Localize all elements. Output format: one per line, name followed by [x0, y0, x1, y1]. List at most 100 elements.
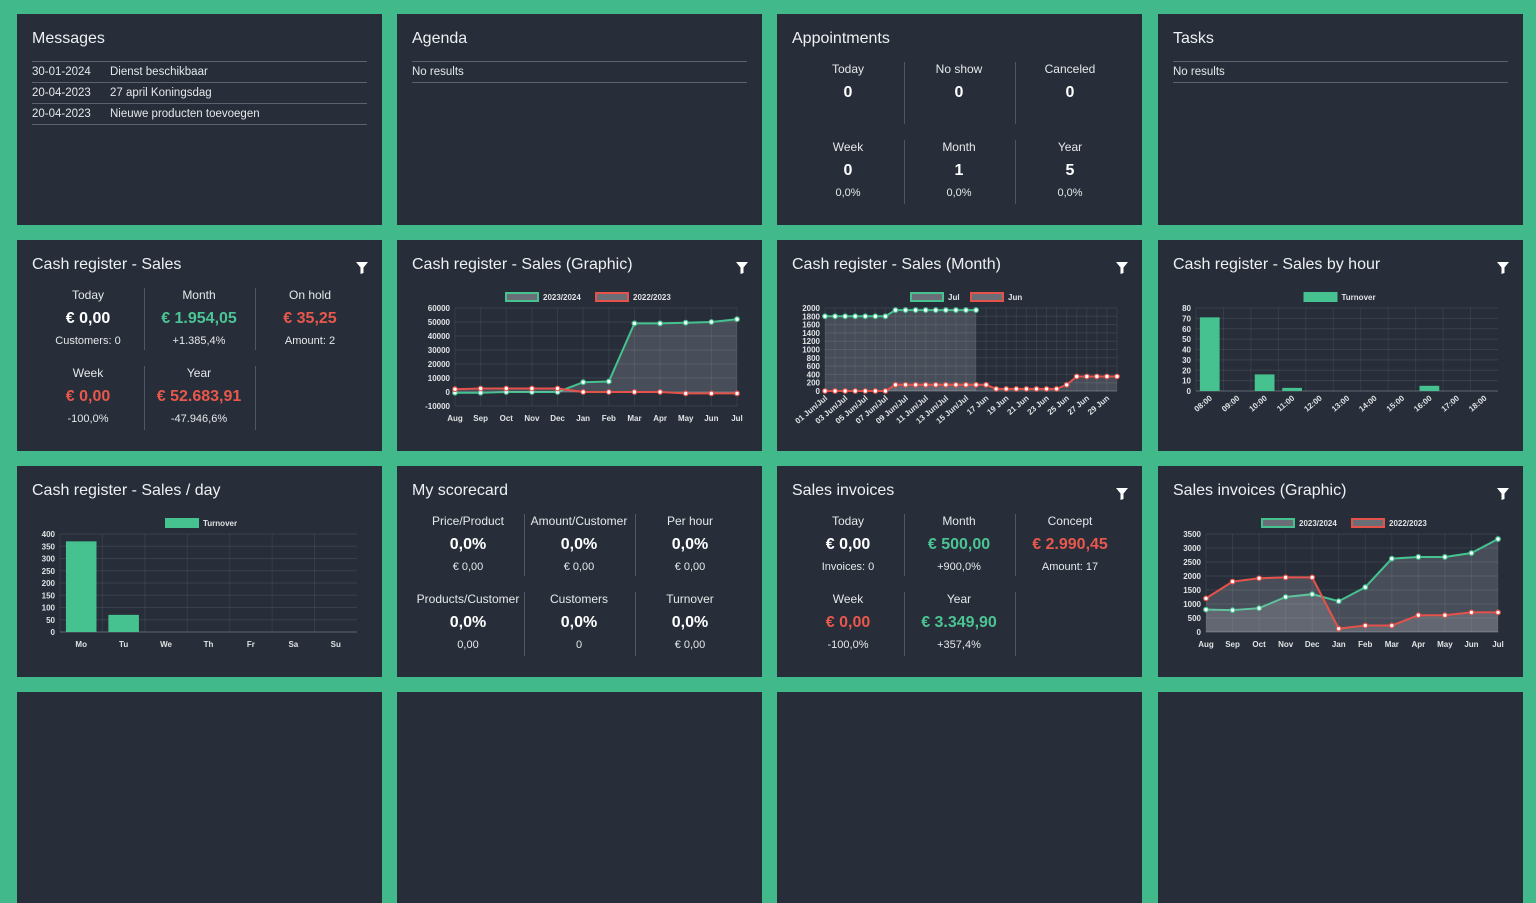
bar — [1419, 385, 1440, 391]
stat-label: Month — [942, 514, 976, 528]
legend-label: Turnover — [1342, 293, 1376, 302]
filter-shape — [1116, 262, 1128, 274]
filter-icon[interactable] — [1497, 262, 1509, 274]
line — [454, 387, 737, 395]
point — [1093, 373, 1100, 380]
x-tick-label: 17:00 — [1440, 393, 1462, 413]
stat-sub: 0,0% — [835, 187, 861, 199]
y-tick-label: 300 — [42, 555, 56, 564]
point — [1495, 536, 1501, 542]
x-tick-label: Sep — [473, 414, 488, 423]
x-tick-label: 29 Jun — [1086, 394, 1111, 417]
point — [1256, 575, 1262, 582]
widget-title: Tasks — [1173, 30, 1214, 47]
chart: 2023/2024 2022/2023 0 500 1000 1500 2000 2500 30… — [1183, 518, 1504, 649]
stat-sub: -47.946,6% — [170, 413, 228, 425]
line — [455, 318, 738, 394]
dashboard: Messages 30-01-2024 Dienst beschikbaar 20-0… — [17, 14, 1523, 903]
filter-shape — [356, 262, 368, 274]
point — [1415, 612, 1422, 619]
point — [852, 388, 859, 394]
x-tick-label: Mo — [75, 640, 87, 649]
stat-sub: 0,0% — [1057, 187, 1083, 199]
legend-label: Jun — [1008, 293, 1022, 302]
line — [1205, 538, 1499, 612]
stat-value: 5 — [1065, 162, 1075, 179]
filter-icon[interactable] — [1116, 262, 1128, 274]
widget-title: Cash register - Sales — [32, 256, 182, 273]
x-tick-label: Nov — [524, 414, 540, 423]
separator — [524, 592, 525, 656]
separator — [635, 514, 636, 576]
stat-value: 0 — [843, 84, 853, 101]
widget-title: Cash register - Sales / day — [32, 482, 221, 499]
filter-shape — [736, 262, 748, 274]
y-tick-label: 3500 — [1183, 530, 1201, 539]
widget-card: Tasks No results — [1158, 14, 1523, 225]
x-tick-label: Sa — [288, 640, 298, 649]
point — [1495, 609, 1501, 616]
filter-icon[interactable] — [736, 262, 748, 274]
text: No results — [1173, 66, 1225, 78]
widget-card: 2023/2024 2022/2023 0 500 1000 1500 2000 2500 30… — [1158, 466, 1523, 677]
widget-card: Messages 30-01-2024 Dienst beschikbaar 20-0… — [17, 14, 382, 225]
point — [952, 307, 959, 313]
stat-value: 0,0% — [449, 536, 487, 553]
widget-card: 2023/2024 2022/2023 -10000 0 10000 20000 30000… — [397, 240, 762, 451]
stat-sub: € 0,00 — [674, 561, 706, 573]
stat-label: Price/Product — [431, 514, 505, 528]
y-tick-label: 400 — [42, 530, 56, 539]
y-tick-label: 150 — [42, 591, 56, 600]
separator — [1015, 140, 1016, 204]
date: 20-04-2023 — [32, 87, 91, 99]
point — [554, 385, 561, 392]
stat-sub: 0 — [575, 639, 583, 651]
point — [1229, 578, 1236, 585]
x-tick-label: Dec — [550, 414, 565, 423]
date: 20-04-2023 — [32, 108, 91, 120]
point — [1033, 386, 1040, 392]
widget-title: Agenda — [412, 30, 468, 47]
point — [902, 381, 909, 388]
point — [605, 378, 612, 385]
widget-title: My scorecard — [412, 482, 509, 499]
point — [862, 313, 869, 320]
stat-label: Year — [1057, 140, 1083, 154]
stat-label: Week — [832, 592, 864, 606]
area — [1206, 539, 1498, 632]
filter-icon[interactable] — [1497, 488, 1509, 500]
filter-icon[interactable] — [356, 262, 368, 274]
widget-title: Messages — [32, 30, 105, 47]
card — [777, 692, 1142, 903]
legend-swatch — [595, 292, 629, 302]
legend-swatch — [1303, 292, 1338, 302]
point — [852, 313, 859, 320]
stat-sub: -100,0% — [67, 413, 109, 425]
stat-label: Amount/Customer — [530, 514, 628, 528]
x-tick-label: 18:00 — [1467, 393, 1489, 413]
x-tick-label: Tu — [119, 640, 128, 649]
legend-label: 2022/2023 — [633, 293, 671, 302]
point — [983, 381, 990, 388]
x-tick-label: 08:00 — [1193, 393, 1215, 413]
y-tick-label: 20 — [1182, 366, 1191, 375]
x-tick-label: May — [1437, 640, 1453, 649]
x-tick-label: May — [678, 414, 694, 423]
x-tick-label: 11:00 — [1275, 393, 1297, 413]
stat-sub: Amount: 17 — [1041, 561, 1099, 573]
stat-value: 0,0% — [671, 614, 709, 631]
y-tick-label: 0 — [1197, 628, 1202, 637]
x-tick-label: Th — [204, 640, 214, 649]
chart: Jul Jun0200400600800100012001400160018002… — [794, 292, 1120, 426]
point — [1309, 591, 1316, 598]
x-tick-label: 17 Jun — [965, 394, 990, 417]
legend-swatch — [910, 292, 944, 302]
x-tick-label: Aug — [447, 414, 463, 423]
widget-card: Sales invoices Today € 0,00 Invoices: 0 Mont… — [777, 466, 1142, 677]
y-tick-label: 1400 — [802, 329, 820, 338]
y-tick-label: 350 — [42, 542, 56, 551]
filter-icon[interactable] — [1116, 488, 1128, 500]
legend-label: 2023/2024 — [543, 293, 581, 302]
point — [963, 381, 969, 388]
stat-label: Year — [946, 592, 972, 606]
